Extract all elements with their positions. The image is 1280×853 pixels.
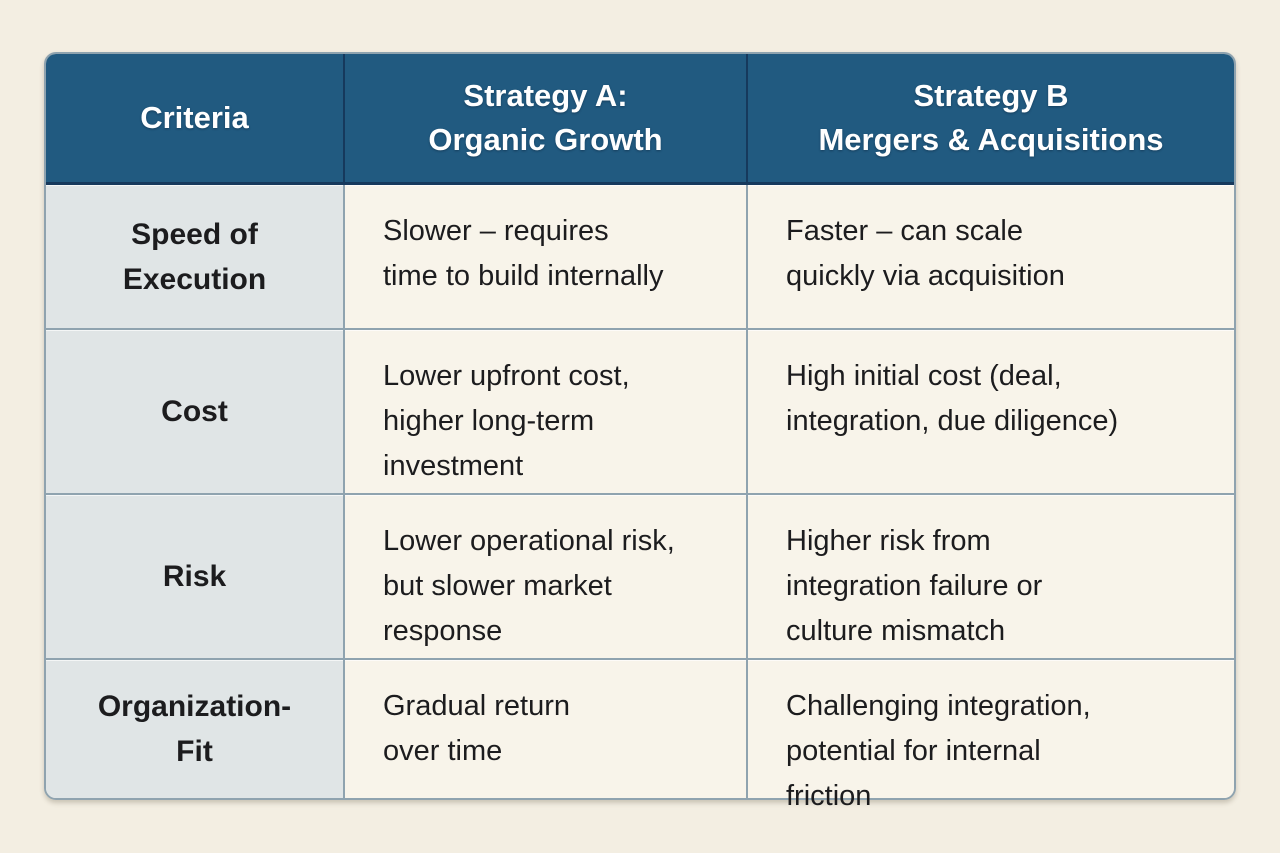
cell-organization-fit-strategy-a: Gradual return over time: [345, 660, 748, 798]
row-label-cost: Cost: [46, 330, 345, 495]
comparison-table-grid: Criteria Strategy A: Organic Growth Stra…: [46, 54, 1234, 812]
comparison-table-card: Criteria Strategy A: Organic Growth Stra…: [44, 52, 1236, 812]
row-label-risk: Risk: [46, 495, 345, 660]
cell-cost-strategy-a: Lower upfront cost, higher long-term inv…: [345, 330, 748, 495]
header-cell-strategy-a: Strategy A: Organic Growth: [345, 54, 748, 185]
header-cell-strategy-b: Strategy B Mergers & Acquisitions: [748, 54, 1234, 185]
row-label-speed-of-execution: Speed of Execution: [46, 185, 345, 330]
cell-speed-strategy-b: Faster – can scale quickly via acquisiti…: [748, 185, 1234, 330]
cell-cost-strategy-b: High initial cost (deal, integration, du…: [748, 330, 1234, 495]
header-cell-criteria: Criteria: [46, 54, 345, 185]
cell-risk-strategy-b: Higher risk from integration failure or …: [748, 495, 1234, 660]
cell-organization-fit-strategy-b: Challenging integration, potential for i…: [748, 660, 1234, 812]
cell-risk-strategy-a: Lower operational risk, but slower marke…: [345, 495, 748, 660]
cell-speed-strategy-a: Slower – requires time to build internal…: [345, 185, 748, 330]
row-label-organization-fit: Organization- Fit: [46, 660, 345, 798]
